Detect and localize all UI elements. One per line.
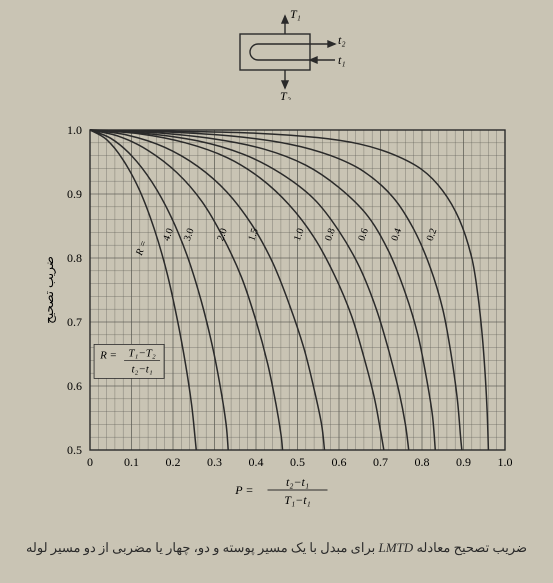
x-tick-label: 0.6	[332, 455, 347, 469]
x-tick-label: 0.7	[373, 455, 388, 469]
heat-exchanger-schematic: T₁ T₂ t₂ t₁	[230, 10, 360, 100]
x-axis-label-P: P =	[234, 483, 253, 497]
r-prefix-label: R =	[134, 239, 150, 258]
r-curve-label: 0.8	[323, 227, 338, 243]
r-curve-label: 2.0	[215, 227, 230, 243]
r-curve	[90, 130, 283, 450]
x-tick-label: 1.0	[498, 455, 513, 469]
caption-lmtd: LMTD	[379, 540, 414, 555]
r-curve	[90, 130, 435, 450]
schematic-t2-label: t₂	[338, 33, 346, 47]
schematic-T1-label: T₁	[290, 10, 301, 21]
r-curve-label: 4.0	[161, 227, 176, 243]
r-curve-label: 0.6	[356, 227, 371, 243]
r-curve-label: 0.4	[390, 227, 405, 243]
schematic-T2-label: T₂	[280, 89, 291, 100]
x-tick-label: 0.1	[124, 455, 139, 469]
schematic-t1-label: t₁	[338, 53, 346, 67]
x-tick-label: 0	[87, 455, 93, 469]
r-formula-lhs: R =	[99, 349, 117, 361]
r-curve-label: 3.0	[182, 227, 197, 243]
r-curve-label: 1.5	[246, 227, 261, 243]
r-formula-den: t₂−t₁	[131, 363, 152, 375]
r-curve	[90, 130, 409, 450]
r-curve-label: 1.0	[292, 227, 307, 243]
y-tick-label: 1.0	[67, 123, 82, 137]
y-axis-label: ضریب تصحیح	[42, 256, 56, 324]
x-axis-label-den: T₁−t₁	[284, 493, 310, 507]
x-tick-label: 0.2	[166, 455, 181, 469]
r-curve	[90, 130, 228, 450]
lmtd-correction-chart: 0 0.1 0.2 0.3 0.4 0.5 0.6 0.7 0.8 0.9 1.0 0.5 0.6 0.7…	[35, 120, 515, 520]
y-tick-label: 0.5	[67, 443, 82, 457]
caption-before: ضریب تصحیح معادله	[413, 540, 527, 555]
y-tick-label: 0.6	[67, 379, 82, 393]
r-curve	[90, 130, 196, 450]
r-curve-label: 0.2	[425, 227, 440, 243]
y-tick-label: 0.8	[67, 251, 82, 265]
figure-caption: ضریب تصحیح معادله LMTD برای مبدل با یک م…	[0, 540, 553, 556]
x-tick-label: 0.5	[290, 455, 305, 469]
x-tick-label: 0.4	[249, 455, 264, 469]
r-formula-num: T₁−T₂	[128, 347, 155, 359]
caption-after: برای مبدل با یک مسیر پوسته و دو، چهار یا…	[26, 540, 379, 555]
x-tick-label: 0.3	[207, 455, 222, 469]
x-axis-label-num: t₂−t₁	[286, 475, 309, 489]
x-tick-label: 0.8	[415, 455, 430, 469]
y-tick-label: 0.7	[67, 315, 82, 329]
x-tick-label: 0.9	[456, 455, 471, 469]
y-tick-label: 0.9	[67, 187, 82, 201]
